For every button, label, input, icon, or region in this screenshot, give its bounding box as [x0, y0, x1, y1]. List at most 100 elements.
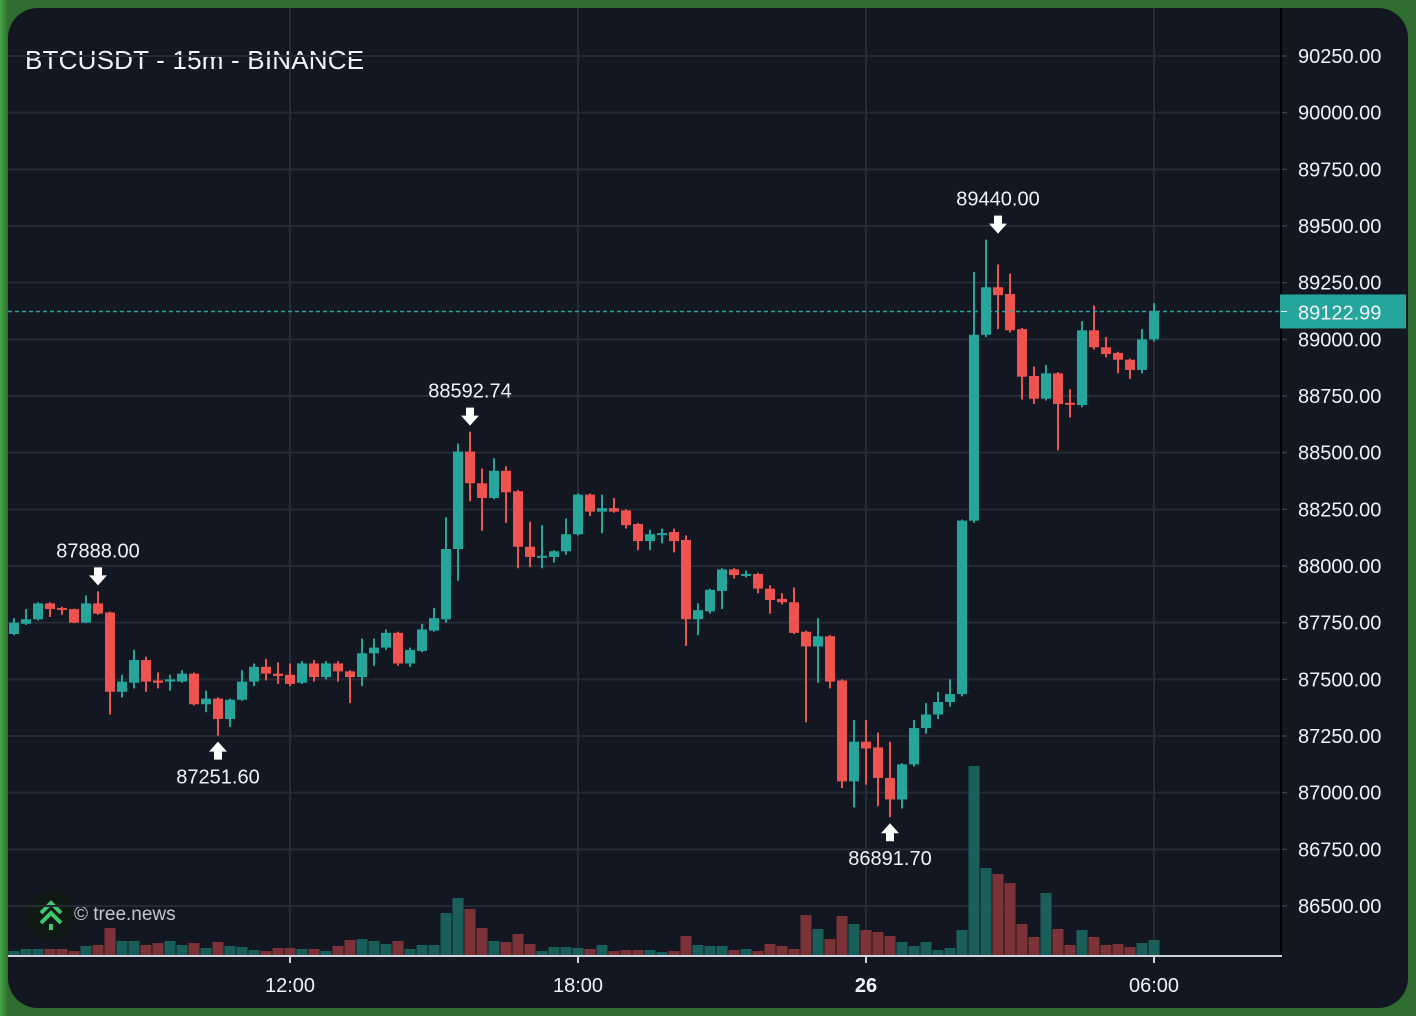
candle[interactable]: [669, 528, 679, 553]
candle[interactable]: [609, 498, 619, 513]
candle[interactable]: [153, 672, 163, 689]
candle[interactable]: [1041, 364, 1051, 401]
candle[interactable]: [585, 493, 595, 517]
candle[interactable]: [249, 663, 259, 687]
candle[interactable]: [909, 720, 919, 767]
candle[interactable]: [765, 585, 775, 614]
candle[interactable]: [93, 591, 103, 615]
candle[interactable]: [201, 690, 211, 713]
candle[interactable]: [633, 522, 643, 551]
candle[interactable]: [621, 509, 631, 529]
candle[interactable]: [1137, 329, 1147, 374]
candle[interactable]: [813, 618, 823, 683]
candle[interactable]: [873, 732, 883, 807]
candle[interactable]: [681, 535, 691, 647]
candle[interactable]: [705, 588, 715, 614]
candle[interactable]: [897, 763, 907, 809]
candle[interactable]: [69, 608, 79, 624]
candle[interactable]: [141, 656, 151, 692]
candle[interactable]: [393, 631, 403, 666]
candle[interactable]: [237, 670, 247, 701]
candle[interactable]: [285, 663, 295, 687]
candle[interactable]: [525, 521, 535, 568]
candle[interactable]: [885, 741, 895, 818]
candle[interactable]: [117, 674, 127, 698]
candle[interactable]: [381, 629, 391, 650]
candle[interactable]: [777, 593, 787, 605]
candle[interactable]: [825, 635, 835, 689]
candle[interactable]: [969, 272, 979, 523]
candle[interactable]: [549, 550, 559, 563]
candle[interactable]: [981, 239, 991, 338]
candle[interactable]: [429, 607, 439, 632]
candle[interactable]: [849, 720, 859, 808]
candle[interactable]: [81, 595, 91, 624]
candle[interactable]: [261, 658, 271, 681]
candle[interactable]: [1053, 372, 1063, 451]
candle[interactable]: [45, 602, 55, 617]
candle[interactable]: [177, 670, 187, 683]
candle[interactable]: [309, 660, 319, 682]
candle[interactable]: [477, 468, 487, 531]
candle[interactable]: [561, 518, 571, 555]
candle[interactable]: [369, 638, 379, 666]
candle[interactable]: [513, 490, 523, 569]
candle[interactable]: [693, 603, 703, 636]
candle[interactable]: [297, 661, 307, 684]
candle[interactable]: [597, 494, 607, 534]
candle[interactable]: [1101, 337, 1111, 358]
candle[interactable]: [921, 703, 931, 734]
candle[interactable]: [945, 679, 955, 707]
chart-panel[interactable]: BTCUSDT - 15m - BINANCE © tree.news: [8, 8, 1408, 1008]
candle[interactable]: [33, 602, 43, 621]
candle[interactable]: [753, 572, 763, 594]
candle[interactable]: [213, 697, 223, 736]
candle[interactable]: [57, 606, 67, 615]
candle[interactable]: [357, 638, 367, 687]
candle[interactable]: [9, 618, 19, 636]
candle[interactable]: [21, 609, 31, 625]
candle[interactable]: [729, 568, 739, 579]
y-axis-tick-label: 88000.00: [1298, 556, 1381, 578]
candle[interactable]: [1089, 305, 1099, 350]
candle[interactable]: [225, 698, 235, 727]
candle[interactable]: [465, 431, 475, 502]
volume-bar: [56, 949, 68, 955]
candle[interactable]: [273, 662, 283, 684]
candle[interactable]: [741, 570, 751, 578]
volume-bar: [692, 945, 704, 955]
candle[interactable]: [861, 720, 871, 785]
candle[interactable]: [321, 661, 331, 680]
candle[interactable]: [717, 568, 727, 610]
candle[interactable]: [345, 670, 355, 704]
candle[interactable]: [405, 647, 415, 667]
candle[interactable]: [105, 611, 115, 715]
candle[interactable]: [537, 525, 547, 569]
candle[interactable]: [441, 517, 451, 623]
candle[interactable]: [417, 623, 427, 653]
candle[interactable]: [501, 466, 511, 523]
candle[interactable]: [957, 519, 967, 697]
candle[interactable]: [189, 672, 199, 706]
candle[interactable]: [801, 630, 811, 723]
candle[interactable]: [837, 679, 847, 789]
candle[interactable]: [333, 661, 343, 682]
candle[interactable]: [453, 443, 463, 581]
candle[interactable]: [489, 458, 499, 500]
candle[interactable]: [1029, 366, 1039, 404]
candle[interactable]: [789, 587, 799, 634]
candle[interactable]: [645, 529, 655, 551]
candle[interactable]: [933, 691, 943, 719]
candle[interactable]: [1149, 303, 1159, 342]
candle[interactable]: [993, 264, 1003, 330]
candle[interactable]: [1125, 358, 1135, 379]
candle[interactable]: [1065, 389, 1075, 418]
candle[interactable]: [573, 493, 583, 536]
candle[interactable]: [165, 674, 175, 691]
candle[interactable]: [1113, 351, 1123, 374]
candle[interactable]: [129, 649, 139, 689]
candle[interactable]: [657, 528, 667, 544]
candle[interactable]: [1077, 321, 1087, 408]
candle[interactable]: [1017, 328, 1027, 400]
